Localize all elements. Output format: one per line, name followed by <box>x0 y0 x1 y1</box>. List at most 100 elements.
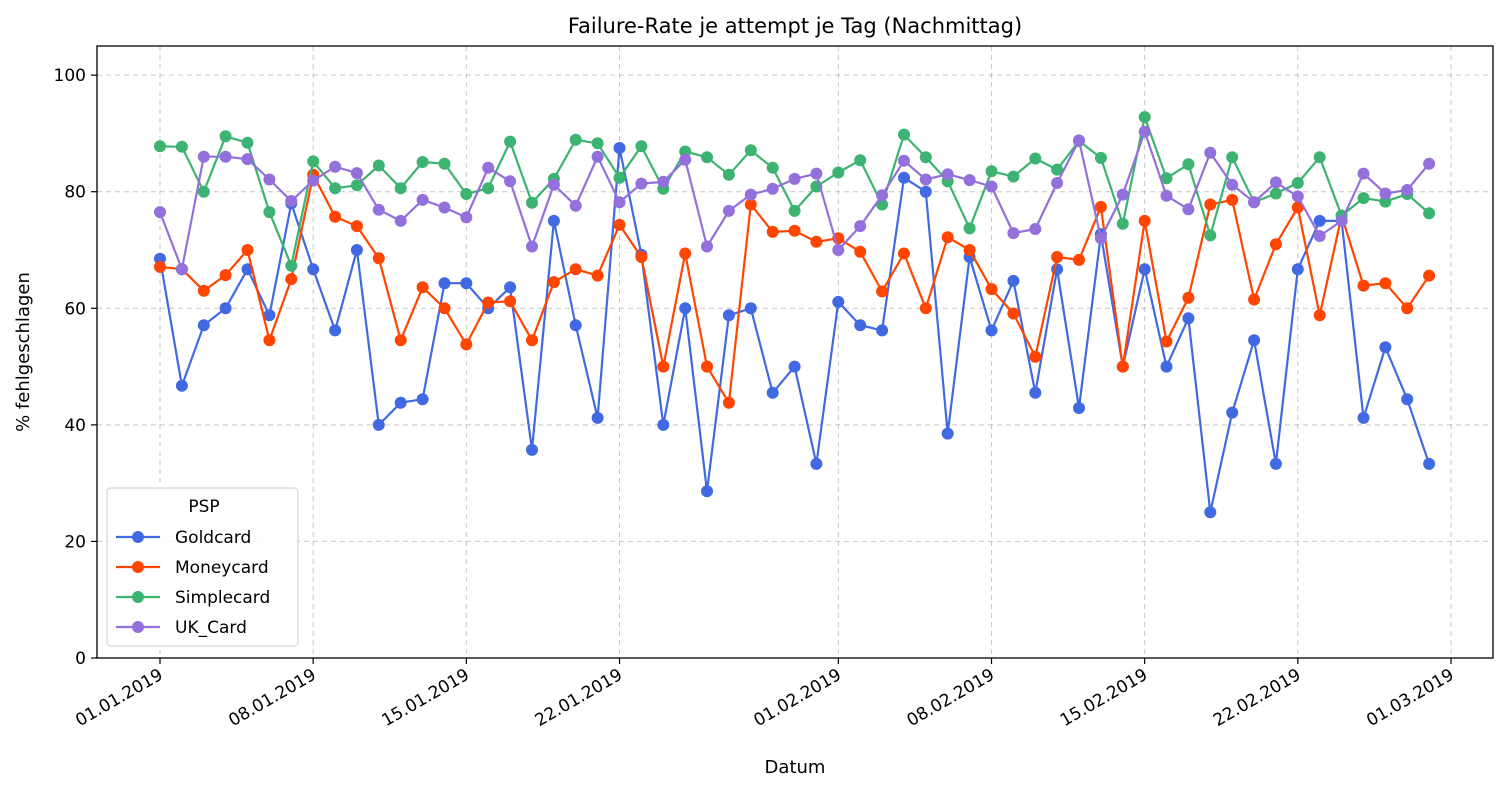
data-point <box>1204 198 1217 211</box>
data-point <box>1313 214 1326 227</box>
data-point <box>197 319 210 332</box>
data-point <box>307 174 320 187</box>
data-point <box>547 178 560 191</box>
data-point <box>154 252 166 265</box>
data-point <box>1335 214 1348 227</box>
data-point <box>744 188 757 201</box>
data-point <box>1423 457 1436 470</box>
data-point <box>547 276 560 289</box>
x-tick-label: 08.02.2019 <box>904 665 998 731</box>
data-point <box>1357 279 1370 292</box>
data-point <box>1051 251 1064 263</box>
data-point <box>241 244 254 256</box>
data-point <box>219 130 232 143</box>
data-point <box>591 411 604 424</box>
data-point <box>766 225 779 238</box>
data-point <box>657 360 670 373</box>
data-point <box>1073 253 1085 266</box>
data-point <box>1357 192 1370 205</box>
data-point <box>788 360 801 373</box>
data-point <box>766 161 779 174</box>
data-point <box>219 302 232 315</box>
data-point <box>1248 293 1261 306</box>
data-point <box>1138 214 1151 227</box>
data-point <box>679 247 692 260</box>
data-point <box>591 269 604 282</box>
data-point <box>526 240 538 253</box>
data-point <box>854 245 867 258</box>
data-point <box>547 214 560 227</box>
data-point <box>482 296 495 309</box>
legend-marker <box>132 531 144 543</box>
data-point <box>1073 134 1085 147</box>
data-point <box>679 153 692 166</box>
legend-label: Moneycard <box>175 558 269 578</box>
data-point <box>219 150 232 163</box>
legend-marker <box>132 591 144 603</box>
data-point <box>526 334 538 347</box>
data-point <box>482 182 495 195</box>
legend-label: Simplecard <box>175 588 270 608</box>
series-lines <box>154 111 1436 519</box>
data-point <box>285 273 298 286</box>
data-point <box>1269 238 1282 251</box>
data-point <box>460 338 473 351</box>
y-tick-label: 60 <box>64 299 86 319</box>
data-point <box>613 218 626 231</box>
data-point <box>941 168 954 181</box>
data-point <box>1313 309 1326 322</box>
data-point <box>1313 230 1326 242</box>
data-point <box>788 224 801 237</box>
data-point <box>854 154 867 167</box>
data-point <box>1379 277 1392 290</box>
data-point <box>394 396 407 409</box>
data-point <box>722 168 735 181</box>
data-point <box>701 151 713 164</box>
data-point <box>1116 360 1129 373</box>
data-point <box>329 160 342 173</box>
data-point <box>350 244 363 256</box>
data-point <box>1204 506 1217 519</box>
data-point <box>241 153 254 166</box>
data-point <box>1401 184 1414 196</box>
data-point <box>394 334 407 347</box>
data-point <box>985 324 998 337</box>
data-point <box>1116 217 1129 230</box>
data-point <box>810 235 823 248</box>
data-point <box>460 188 473 200</box>
series-goldcard <box>154 142 1436 519</box>
data-point <box>197 150 210 163</box>
x-tick-label: 15.01.2019 <box>379 665 473 731</box>
data-point <box>1248 334 1261 347</box>
data-point <box>1226 178 1239 191</box>
data-point <box>657 175 670 188</box>
y-axis-label: % fehlgeschlagen <box>13 272 34 432</box>
y-tick-label: 100 <box>54 66 86 86</box>
data-point <box>350 220 363 233</box>
data-point <box>460 211 473 224</box>
data-point <box>613 171 626 184</box>
data-point <box>919 151 932 164</box>
legend: PSP Goldcard Moneycard Simplecard UK_Card <box>106 487 299 647</box>
data-point <box>1248 196 1261 209</box>
data-point <box>1204 229 1217 242</box>
data-point <box>197 185 210 198</box>
data-point <box>1116 188 1129 201</box>
data-point <box>876 189 889 202</box>
grid <box>97 46 1493 659</box>
data-point <box>1226 193 1239 206</box>
data-point <box>350 167 363 180</box>
x-tick-label: 22.01.2019 <box>532 665 626 731</box>
data-point <box>154 140 166 153</box>
data-point <box>722 309 735 322</box>
data-point <box>1007 307 1020 320</box>
legend-label: UK_Card <box>175 618 247 638</box>
x-tick-label: 22.02.2019 <box>1210 665 1304 731</box>
x-tick-label: 01.02.2019 <box>751 665 845 731</box>
data-point <box>416 156 429 168</box>
legend-box <box>106 487 299 647</box>
data-point <box>175 263 188 276</box>
data-point <box>613 196 626 209</box>
data-point <box>1051 163 1064 176</box>
